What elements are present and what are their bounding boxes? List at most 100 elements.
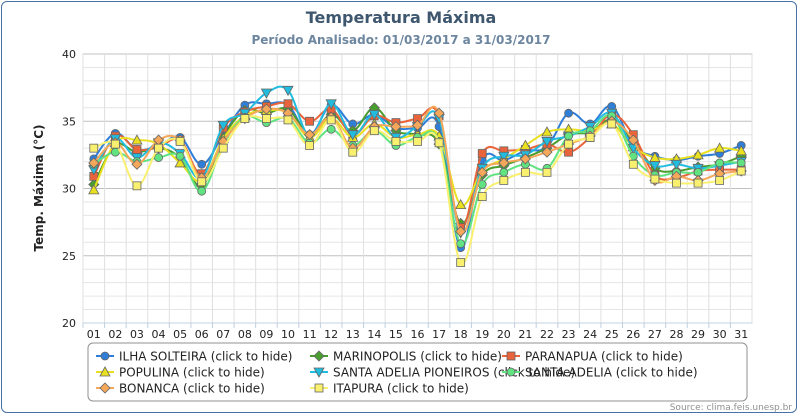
legend-item[interactable]: ILHA SOLTEIRA (click to hide) — [96, 350, 292, 364]
data-point — [736, 166, 746, 176]
legend-item[interactable]: BONANCA (click to hide) — [96, 382, 265, 396]
legend-marker — [99, 366, 111, 377]
data-point — [131, 134, 143, 145]
x-tick-label: 19 — [475, 328, 489, 341]
data-point — [326, 115, 336, 125]
data-point — [391, 137, 401, 146]
legend-label: ILHA SOLTEIRA (click to hide) — [119, 350, 292, 364]
x-tick-label: 08 — [238, 328, 252, 341]
data-point — [304, 129, 316, 141]
x-tick-label: 03 — [130, 328, 144, 341]
legend-label: MARINOPOLIS (click to hide) — [333, 350, 502, 364]
y-axis-ticks: 20 25 30 35 40 — [62, 48, 76, 330]
x-tick-label: 30 — [713, 328, 727, 341]
data-point — [627, 134, 639, 146]
x-tick-label: 15 — [389, 328, 403, 341]
data-point — [411, 119, 424, 131]
x-tick-label: 20 — [497, 328, 511, 341]
legend-item[interactable]: POPULINA (click to hide) — [96, 366, 265, 380]
data-point — [715, 176, 725, 185]
data-point — [283, 115, 293, 125]
legend-marker — [314, 383, 324, 393]
data-point — [498, 151, 510, 163]
legend-item[interactable]: SANTA ADELIA (click to hide) — [502, 366, 698, 380]
legend-marker — [313, 350, 325, 362]
data-point — [89, 143, 99, 153]
x-tick-label: 10 — [281, 328, 295, 341]
data-point — [132, 145, 142, 154]
source-credit[interactable]: Source: clima.feis.unesp.br — [670, 403, 793, 413]
x-tick-label: 07 — [216, 328, 230, 341]
data-point — [131, 158, 143, 170]
data-point — [585, 132, 595, 142]
data-point — [88, 184, 100, 195]
chart-title: Temperatura Máxima — [306, 8, 497, 27]
legend-item[interactable]: SANTA ADELIA PIONEIROS (click to hide) — [310, 366, 575, 380]
y-tick-label: 25 — [62, 250, 76, 263]
data-point — [282, 85, 294, 97]
y-axis-title: Temp. Máxima (°C) — [32, 124, 46, 251]
x-tick-label: 31 — [734, 328, 748, 341]
data-point — [413, 137, 422, 146]
legend-box — [87, 342, 748, 402]
x-tick-label: 09 — [259, 328, 273, 341]
legend: ILHA SOLTEIRA (click to hide) MARINOPOLIS… — [87, 342, 748, 402]
data-point — [218, 143, 228, 153]
x-tick-label: 17 — [432, 328, 446, 341]
data-point — [455, 225, 467, 238]
data-point — [283, 99, 293, 109]
x-tick-label: 29 — [691, 328, 705, 341]
series-group — [89, 114, 746, 267]
data-point — [262, 114, 271, 123]
data-point — [519, 139, 532, 150]
y-tick-label: 35 — [62, 115, 76, 128]
legend-marker — [100, 351, 110, 361]
x-tick-label: 28 — [669, 328, 683, 341]
legend-label: BONANCA (click to hide) — [119, 382, 265, 396]
legend-label: SANTA ADELIA PIONEIROS (click to hide) — [333, 366, 575, 380]
data-point — [175, 137, 185, 146]
data-point — [541, 137, 553, 148]
legend-item[interactable]: PARANAPUA (click to hide) — [502, 350, 683, 364]
legend-marker — [506, 351, 516, 361]
y-tick-label: 20 — [62, 317, 76, 330]
x-tick-label: 21 — [518, 328, 532, 341]
data-point — [260, 88, 273, 99]
legend-item[interactable]: MARINOPOLIS (click to hide) — [310, 350, 502, 364]
x-tick-label: 01 — [87, 328, 101, 341]
x-tick-label: 06 — [195, 328, 209, 341]
data-point — [390, 121, 402, 133]
data-point — [650, 174, 660, 184]
data-point — [305, 141, 314, 150]
data-point — [693, 178, 703, 188]
data-point — [456, 239, 466, 249]
data-point — [692, 149, 704, 160]
y-tick-label: 30 — [62, 183, 76, 196]
data-point — [519, 153, 531, 165]
data-point — [197, 177, 207, 187]
x-tick-label: 23 — [562, 328, 576, 341]
x-tick-label: 25 — [605, 328, 619, 341]
x-tick-label: 22 — [540, 328, 554, 341]
data-point — [735, 145, 747, 156]
legend-label: POPULINA (click to hide) — [119, 366, 265, 380]
data-point — [368, 110, 381, 121]
data-point — [672, 178, 681, 188]
data-point — [541, 146, 553, 158]
x-tick-label: 14 — [367, 328, 381, 341]
x-axis-ticks: 01 02 03 04 05 06 07 08 09 10 11 12 13 14 15 16 17 18 19 20… — [82, 322, 752, 341]
data-point — [499, 167, 509, 177]
data-point — [369, 126, 379, 136]
x-tick-label: 05 — [173, 328, 187, 341]
data-point — [477, 192, 487, 201]
data-point — [477, 149, 487, 158]
data-point — [542, 167, 552, 177]
data-point — [541, 126, 553, 137]
grid-lines — [82, 53, 753, 324]
data-point — [260, 103, 273, 115]
x-tick-label: 16 — [411, 328, 425, 341]
legend-item[interactable]: ITAPURA (click to hide) — [310, 382, 469, 396]
data-point — [240, 114, 250, 123]
x-tick-label: 11 — [303, 328, 317, 341]
